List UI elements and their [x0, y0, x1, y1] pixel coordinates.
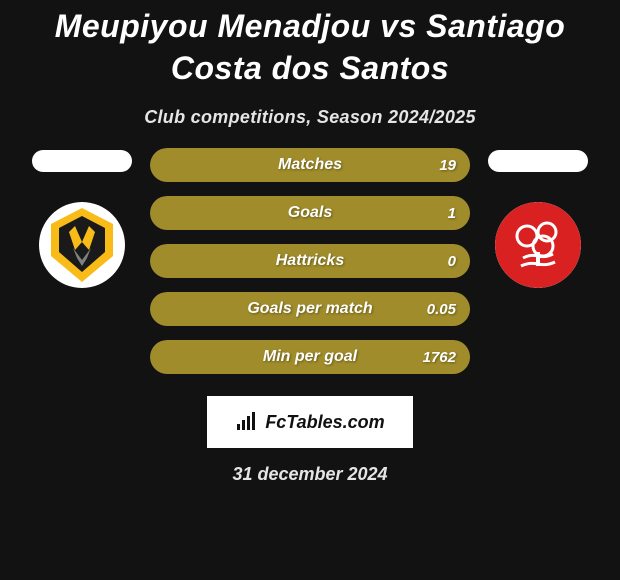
stats-column: Matches 19 Goals 1 Hattricks 0 Goals per… [150, 148, 470, 374]
stat-label: Min per goal [263, 348, 357, 366]
attribution-text: FcTables.com [265, 412, 384, 433]
comparison-date: 31 december 2024 [232, 464, 387, 485]
club-left [32, 150, 132, 288]
stat-value: 1 [448, 205, 456, 222]
player-right-pill [488, 150, 588, 172]
comparison-title: Meupiyou Menadjou vs Santiago Costa dos … [0, 6, 620, 89]
stat-value: 0.05 [427, 301, 456, 318]
club-right [488, 150, 588, 288]
comparison-subtitle: Club competitions, Season 2024/2025 [144, 107, 476, 128]
stat-row-goals: Goals 1 [150, 196, 470, 230]
stat-row-mpg: Min per goal 1762 [150, 340, 470, 374]
comparison-main: Matches 19 Goals 1 Hattricks 0 Goals per… [0, 150, 620, 374]
stat-label: Matches [278, 156, 342, 174]
stat-label: Goals per match [247, 300, 372, 318]
attribution-box: FcTables.com [207, 396, 413, 448]
bar-chart-icon [235, 410, 259, 434]
player-left-pill [32, 150, 132, 172]
stat-label: Hattricks [276, 252, 344, 270]
wolves-crest-icon [39, 202, 125, 288]
stat-value: 0 [448, 253, 456, 270]
stat-label: Goals [288, 204, 332, 222]
forest-crest-icon [495, 202, 581, 288]
stat-row-hattricks: Hattricks 0 [150, 244, 470, 278]
stat-value: 1762 [423, 349, 456, 366]
stat-row-gpm: Goals per match 0.05 [150, 292, 470, 326]
stat-value: 19 [439, 157, 456, 174]
stat-row-matches: Matches 19 [150, 148, 470, 182]
